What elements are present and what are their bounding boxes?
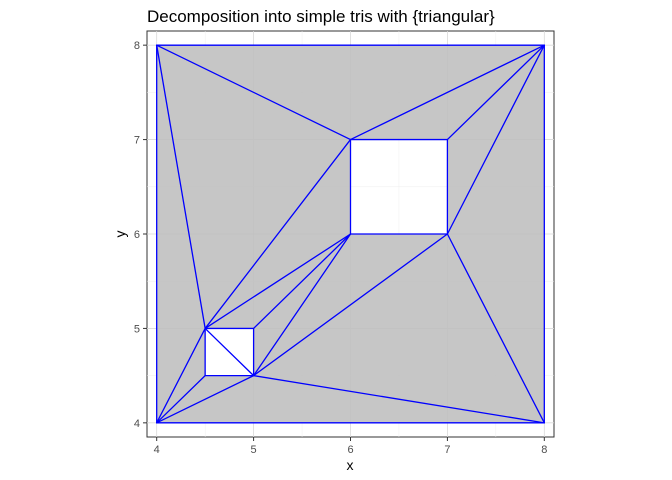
- triangle-edge-14: [446, 233, 545, 424]
- y-axis-label: y: [112, 231, 128, 238]
- y-tick-label-7: 7: [134, 135, 140, 147]
- x-tick-label-5: 5: [251, 444, 257, 456]
- x-tick-label-8: 8: [541, 444, 547, 456]
- triangle-edge-12: [252, 233, 352, 377]
- y-tick-label-4: 4: [134, 418, 140, 430]
- y-tick-label-6: 6: [134, 229, 140, 241]
- x-tick-label-7: 7: [444, 444, 450, 456]
- x-axis-label: x: [347, 457, 354, 473]
- triangle-edge-5: [349, 44, 545, 141]
- triangle-edge-13: [252, 233, 449, 377]
- x-tick-label-6: 6: [347, 444, 353, 456]
- x-tick-label-4: 4: [154, 444, 160, 456]
- triangle-edge-17: [156, 327, 206, 424]
- triangle-edge-2: [156, 44, 206, 330]
- triangle-edge-16: [156, 374, 255, 424]
- triangle-edges: [156, 44, 545, 424]
- triangle-edge-7: [446, 44, 545, 235]
- y-tick-label-8: 8: [134, 40, 140, 52]
- triangle-edge-20: [204, 327, 255, 377]
- triangle-edge-6: [446, 44, 545, 141]
- triangle-edge-11: [252, 233, 352, 330]
- triangle-edge-10: [204, 233, 352, 330]
- chart-title: Decomposition into simple tris with {tri…: [147, 7, 495, 26]
- triangle-edge-18: [156, 374, 206, 424]
- triangle-edge-9: [204, 138, 352, 330]
- triangle-edge-15: [252, 374, 545, 424]
- axes: 4 5 6 7 8 4 5 6 7 8: [134, 40, 547, 456]
- triangle-edge-1: [156, 44, 352, 141]
- y-tick-label-5: 5: [134, 323, 140, 335]
